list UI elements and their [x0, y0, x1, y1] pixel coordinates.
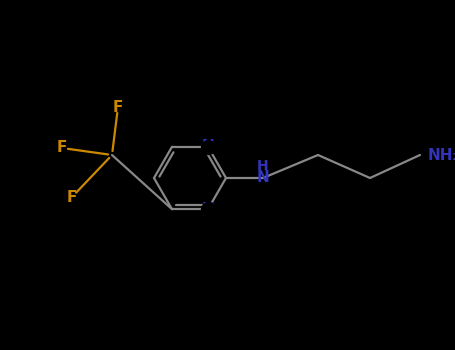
Text: NH₂: NH₂ — [428, 147, 455, 162]
Text: F: F — [113, 99, 123, 114]
Text: N: N — [202, 139, 214, 154]
Text: H: H — [257, 159, 269, 173]
Text: N: N — [257, 170, 269, 186]
Text: F: F — [57, 140, 67, 155]
Text: F: F — [67, 189, 77, 204]
Text: N: N — [202, 202, 214, 217]
